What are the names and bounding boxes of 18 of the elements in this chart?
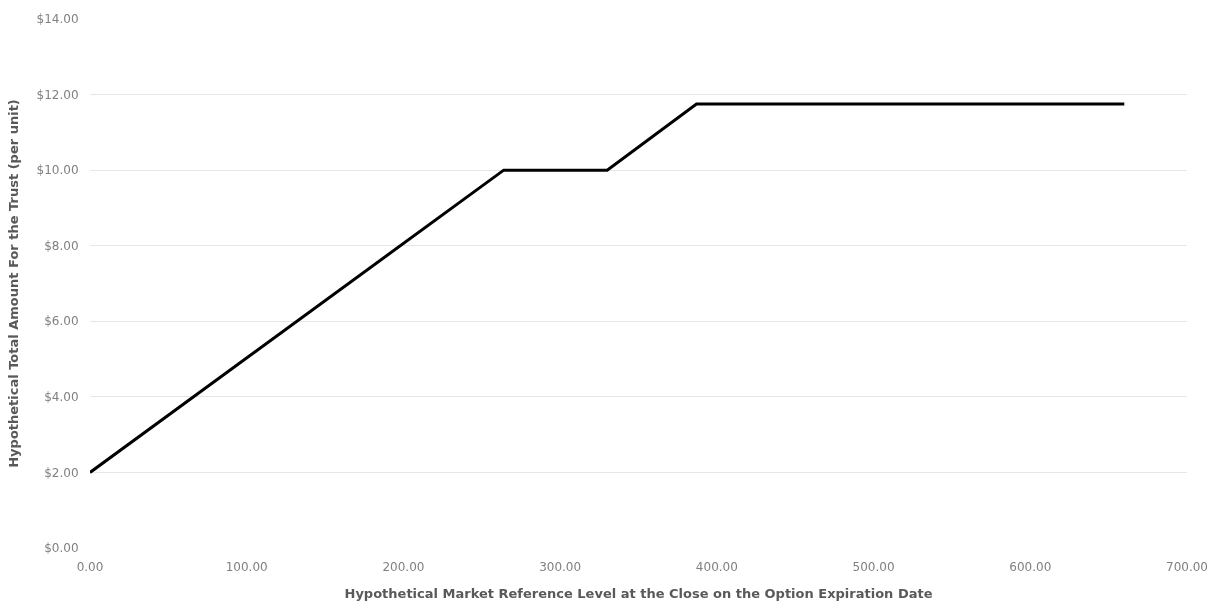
x-tick-label: 200.00: [382, 560, 425, 575]
x-tick-label: 0.00: [76, 560, 104, 575]
x-tick-label: 100.00: [225, 560, 268, 575]
x-tick-label: 600.00: [1009, 560, 1052, 575]
x-tick-label: 500.00: [852, 560, 895, 575]
y-tick-label: $0.00: [44, 541, 79, 556]
x-axis-title: Hypothetical Market Reference Level at the Close on the Option Expiration Date: [344, 586, 933, 601]
x-tick-label: 300.00: [539, 560, 582, 575]
y-tick-label: $14.00: [36, 12, 79, 27]
y-tick-label: $2.00: [44, 465, 79, 480]
y-tick-label: $8.00: [44, 238, 79, 253]
y-axis-title: Hypothetical Total Amount For the Trust (per unit): [5, 99, 21, 468]
x-tick-label: 700.00: [1166, 560, 1208, 575]
y-tick-label: $4.00: [44, 390, 79, 405]
y-tick-label: $6.00: [44, 314, 79, 329]
x-tick-label: 400.00: [695, 560, 738, 575]
y-tick-label: $12.00: [36, 87, 79, 102]
y-tick-label: $10.00: [36, 163, 79, 178]
